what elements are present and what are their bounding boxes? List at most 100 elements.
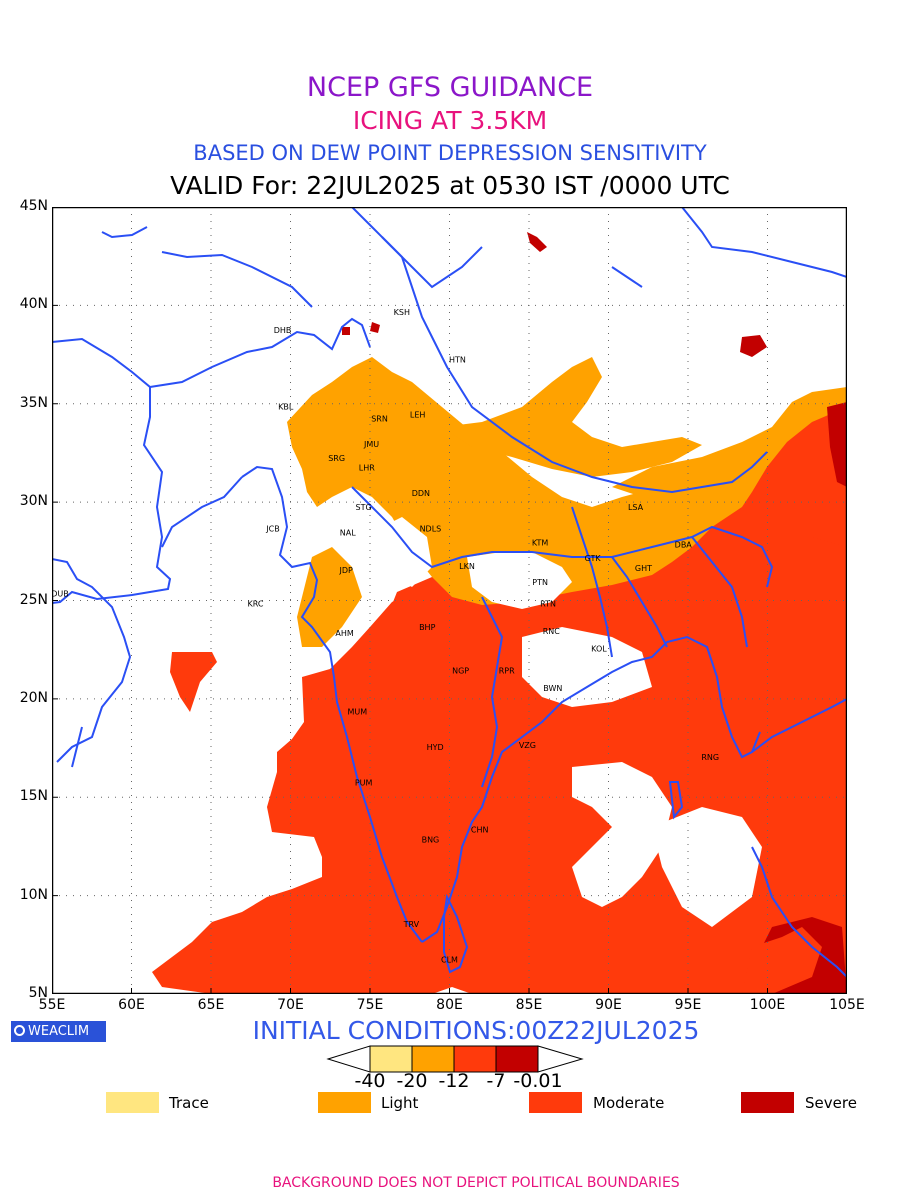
lon-label: 75E xyxy=(356,997,384,1013)
station-label-ndls: NDLS xyxy=(420,525,442,534)
station-label-ktm: KTM xyxy=(532,538,549,547)
station-label-ptn: PTN xyxy=(532,578,548,587)
severe-region-ne xyxy=(827,402,847,487)
severe-region-kashmir xyxy=(370,322,380,333)
title-valid-time: VALID For: 22JUL2025 at 0530 IST /0000 U… xyxy=(170,171,730,200)
lat-label: 25N xyxy=(19,591,48,608)
icing-fill-layer xyxy=(152,232,847,994)
clear-region-andaman xyxy=(652,807,762,927)
latitude-ticks xyxy=(52,207,58,994)
station-label-bng: BNG xyxy=(422,836,440,845)
light-region-east-tibet xyxy=(612,387,847,497)
station-label-trv: TRV xyxy=(403,920,420,929)
legend-label-trace: Trace xyxy=(169,1094,209,1112)
station-label-vzg: VZG xyxy=(519,741,536,750)
lon-label: 90E xyxy=(595,997,622,1013)
station-label-jdp: JDP xyxy=(338,566,353,575)
station-label-htn: HTN xyxy=(449,355,466,364)
station-label-dba: DBA xyxy=(675,540,693,549)
legend-label-severe: Severe xyxy=(805,1094,857,1112)
logo-circle-icon xyxy=(14,1025,25,1036)
colorbar-trace xyxy=(369,1045,413,1073)
colorbar-label: -20 xyxy=(396,1070,428,1092)
station-label-jcb: JCB xyxy=(265,525,279,534)
station-label-ght: GHT xyxy=(635,564,652,573)
title-parameter: ICING AT 3.5KM xyxy=(352,106,548,135)
station-label-kol: KOL xyxy=(591,645,607,654)
station-label-ahm: AHM xyxy=(335,629,353,638)
moderate-region-sea-se xyxy=(742,927,822,994)
lon-label: 85E xyxy=(515,997,543,1013)
brand-text: WEACLIM xyxy=(28,1024,90,1039)
light-region-tibet xyxy=(442,357,702,477)
legend-swatch-moderate xyxy=(529,1092,582,1113)
station-label-bwn: BWN xyxy=(543,684,562,693)
colorbar-label: -40 xyxy=(354,1070,386,1092)
severe-region-kashmir2 xyxy=(342,327,350,335)
station-label-dhb: DHB xyxy=(274,326,292,335)
lon-label: 60E xyxy=(118,997,145,1013)
moderate-region-east xyxy=(772,407,847,547)
station-label-ddn: DDN xyxy=(412,489,430,498)
station-label-rnc: RNC xyxy=(543,627,561,636)
colorbar-right-arrow xyxy=(537,1045,584,1073)
icing-map: KSH DHB HTN KBL LEH SRN JMU SRG LHR DDN STG LSA JCB N… xyxy=(52,207,847,994)
colorbar-label: -12 xyxy=(438,1070,470,1092)
lat-label: 45N xyxy=(19,198,48,214)
station-labels: KSH DHB HTN KBL LEH SRN JMU SRG LHR DDN STG LSA JCB N… xyxy=(52,308,719,964)
lat-label: 10N xyxy=(19,886,48,903)
station-label-pum: PUM xyxy=(355,778,373,787)
longitude-ticks xyxy=(52,988,847,994)
lon-label: 105E xyxy=(829,997,865,1013)
station-label-leh: LEH xyxy=(410,411,426,420)
colorbar-light xyxy=(411,1045,455,1073)
station-label-mum: MUM xyxy=(347,708,367,717)
station-label-lhr: LHR xyxy=(359,464,375,473)
station-label-stg: STG xyxy=(356,503,372,512)
icing-colorbar xyxy=(326,1045,584,1073)
legend-label-light: Light xyxy=(381,1094,419,1112)
lat-label: 20N xyxy=(19,689,48,706)
clear-region-northwest xyxy=(382,517,432,587)
station-label-ksh: KSH xyxy=(394,308,410,317)
colorbar-left-arrow xyxy=(326,1045,371,1073)
lon-label: 70E xyxy=(277,997,304,1013)
station-label-jmu: JMU xyxy=(363,440,379,449)
severe-region-mongolia xyxy=(740,335,767,357)
station-label-krc: KRC xyxy=(248,599,264,608)
moderate-region-oman xyxy=(170,652,217,712)
lon-label: 55E xyxy=(38,997,66,1013)
lat-label: 5N xyxy=(28,985,48,1001)
colorbar-moderate xyxy=(453,1045,497,1073)
lat-label: 35N xyxy=(19,394,48,411)
station-label-clm: CLM xyxy=(441,956,458,965)
colorbar-severe xyxy=(495,1045,539,1073)
colorbar-label: -0.01 xyxy=(513,1070,563,1092)
station-label-chn: CHN xyxy=(471,826,489,835)
station-label-lsa: LSA xyxy=(628,503,644,512)
station-label-ngp: NGP xyxy=(452,666,469,675)
footer-disclaimer: BACKGROUND DOES NOT DEPICT POLITICAL BOU… xyxy=(272,1175,680,1191)
initial-conditions: INITIAL CONDITIONS:00Z22JUL2025 xyxy=(252,1016,700,1045)
legend-swatch-trace xyxy=(106,1092,159,1113)
severe-region-tibet-edge xyxy=(527,232,547,252)
station-label-hyd: HYD xyxy=(427,743,444,752)
station-label-srg: SRG xyxy=(328,454,345,463)
clear-region-bengal xyxy=(522,627,652,707)
lon-label: 80E xyxy=(436,997,463,1013)
legend-swatch-light xyxy=(318,1092,371,1113)
legend-swatch-severe xyxy=(741,1092,794,1113)
lat-label: 40N xyxy=(19,296,48,313)
weaclim-logo: WEACLIM xyxy=(11,1021,106,1042)
station-label-lkn: LKN xyxy=(459,562,475,571)
station-label-rng: RNG xyxy=(701,753,719,762)
lat-label: 30N xyxy=(19,493,48,510)
station-label-rtn: RTN xyxy=(540,599,556,608)
lon-label: 95E xyxy=(674,997,702,1013)
station-label-gtk: GTK xyxy=(585,554,602,563)
lon-label: 100E xyxy=(749,997,786,1013)
legend-label-moderate: Moderate xyxy=(593,1094,665,1112)
clear-region-gangetic xyxy=(467,552,572,609)
station-label-rpr: RPR xyxy=(499,666,515,675)
title-model: NCEP GFS GUIDANCE xyxy=(306,72,594,103)
